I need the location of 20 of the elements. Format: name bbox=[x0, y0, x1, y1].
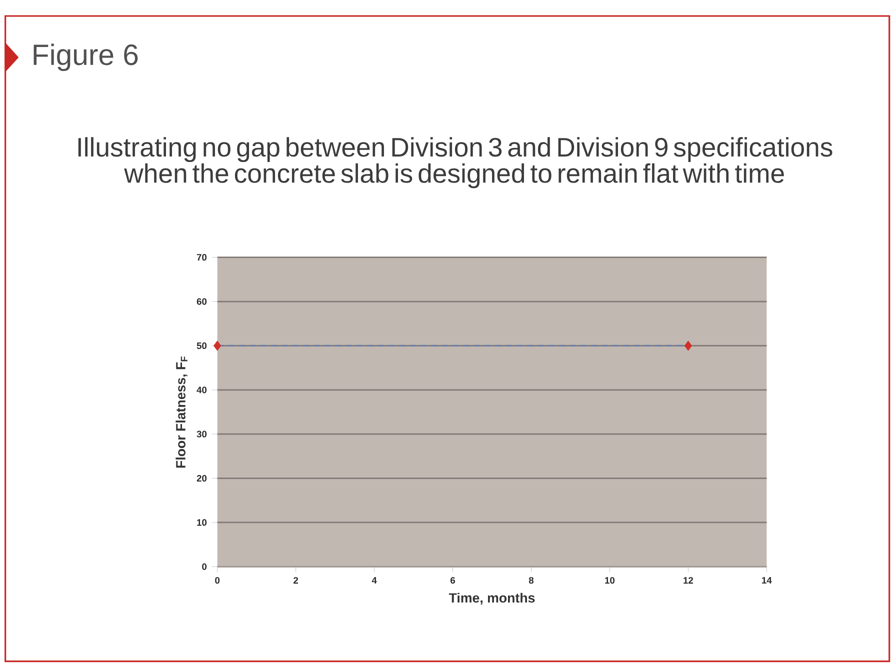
x-tick-label: 12 bbox=[684, 577, 694, 584]
x-tick-label: 0 bbox=[215, 577, 220, 584]
y-tick-label: 60 bbox=[196, 298, 207, 305]
chart-title: Figure 6 bbox=[34, 44, 138, 71]
x-tick-label: 14 bbox=[762, 577, 772, 584]
y-tick-label: 30 bbox=[196, 430, 207, 438]
y-tick-label: 10 bbox=[197, 519, 207, 526]
y-tick-label: 40 bbox=[196, 386, 207, 394]
x-tick-label: 2 bbox=[294, 577, 298, 584]
chart-subtitle: Illustrating no gap between Division 3 and Division 9 specifications when the concrete slab is designed to remain flat with time bbox=[78, 137, 832, 188]
x-tick-label: 6 bbox=[450, 577, 456, 584]
x-tick-label: 4 bbox=[372, 577, 377, 584]
x-tick-label: 10 bbox=[605, 577, 615, 584]
y-tick-label: 70 bbox=[196, 254, 207, 261]
x-axis-title: Time, months bbox=[448, 592, 535, 605]
y-tick-label: 50 bbox=[196, 342, 207, 350]
y-axis-title: Floor Flatness, F$_{F}$ bbox=[176, 356, 188, 468]
y-tick-label: 0 bbox=[202, 563, 207, 570]
y-tick-label: 20 bbox=[196, 474, 207, 482]
x-tick-label: 8 bbox=[528, 577, 534, 584]
